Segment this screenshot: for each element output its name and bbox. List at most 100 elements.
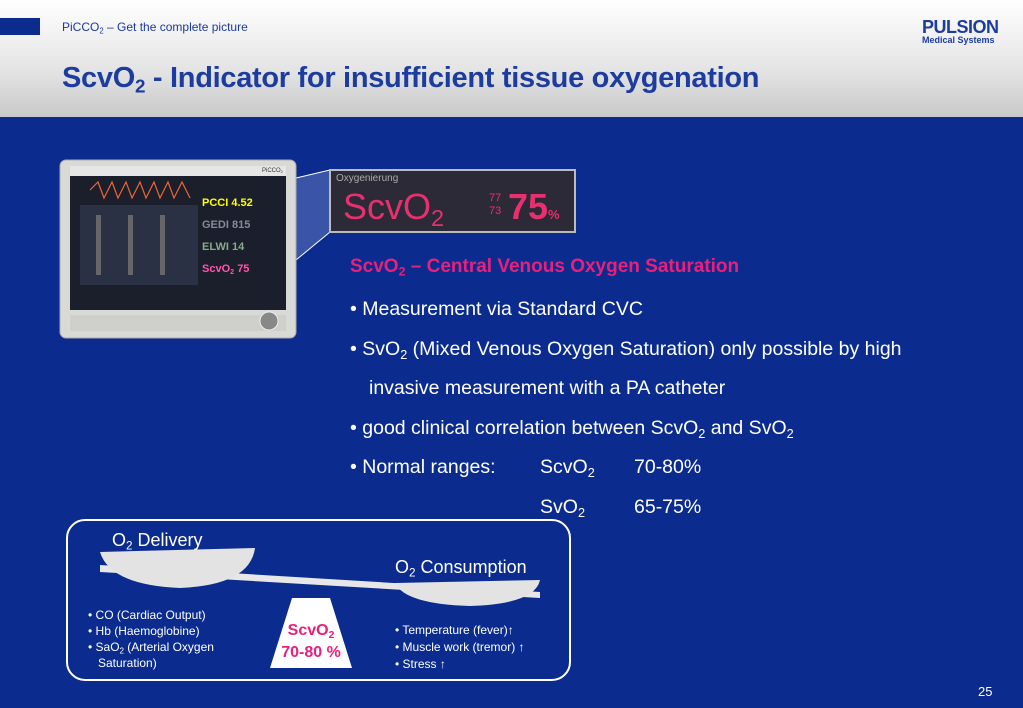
text: ELWI [202,241,229,253]
text: (Mixed Venous Oxygen Saturation) only po… [369,337,902,400]
text: ScvO [540,456,588,478]
delivery-factors: • CO (Cardiac Output) • Hb (Haemoglobine… [88,607,228,671]
header-square [0,18,40,35]
element: ScvO2 70-80% [540,448,701,488]
element: • Normal ranges: [350,456,496,478]
text: SaO [95,640,120,654]
consumption-label: O2 Consumption [395,557,527,580]
inset-param: ScvO2 [343,186,445,232]
text: ScvO [350,256,399,277]
inset-value: 75% [508,186,560,228]
logo-name: PULSION [922,17,999,37]
element: ScvO2 [540,448,634,488]
content-heading: ScvO2 – Central Venous Oxygen Saturation [350,256,739,278]
monitor-topbar [70,166,286,176]
text: and SvO [705,416,787,439]
element: • Measurement via Standard CVC [350,298,643,320]
element: ScvO2 75 [202,258,253,280]
text: good clinical correlation between ScvO [362,416,699,439]
logo: PULSION Medical Systems [922,18,999,45]
callout [295,169,331,262]
element: GEDI 815 [202,214,253,236]
text: 2 [409,566,416,580]
title: ScvO2 - Indicator for insufficient tissu… [62,62,760,97]
text: Muscle work (tremor) ↑ [402,640,525,654]
text: PiCCO [262,168,281,174]
text: Normal ranges: [362,456,496,478]
bar-icon [128,215,133,275]
text: Stress ↑ [402,657,446,671]
element: • Temperature (fever)↑ [395,623,514,637]
text: (Arterial Oxygen Saturation) [98,640,214,670]
text: % [548,207,560,222]
text: CO (Cardiac Output) [95,608,206,622]
inset-box [329,169,576,233]
text: 2 [134,75,146,97]
text: – Get the complete picture [103,20,248,34]
text: PCCI [202,197,229,209]
text: 65-75% [634,495,702,518]
text: Temperature (fever)↑ [402,623,514,637]
text: 2 [126,539,133,553]
text: Delivery [132,530,203,550]
fulcrum [270,598,352,668]
inset-label: Oxygenierung [336,173,399,184]
text: 75 [508,186,549,227]
ranges: ScvO2 70-80% SvO2 65-75% [540,448,701,527]
element: PCCI 4.52 [202,192,253,214]
text: O [395,557,410,577]
text: - Indicator for insufficient tissue oxyg… [145,62,760,94]
text: ScvO [62,62,135,94]
text: 2 [587,465,595,480]
text: 2 [698,426,706,441]
text: 2 [786,426,794,441]
text: ScvO [202,263,231,275]
element: SvO2 65-75% [540,488,701,528]
text: 2 [431,205,445,232]
page-number: 25 [978,684,993,699]
element: ScvO2 [270,620,352,642]
monitor-buttons [70,315,286,331]
text: SvO [362,337,401,360]
element: • SaO2 (Arterial Oxygen Saturation) [88,640,214,670]
waveform [89,180,191,200]
element: • CO (Cardiac Output) [88,608,206,622]
text: ScvO [343,186,432,227]
text: 77 [489,192,502,204]
element: ELWI 14 [202,236,253,258]
text: 2 [119,646,124,656]
diagram-frame [66,519,571,681]
text: Hb (Haemoglobine) [95,624,200,638]
text: ScvO [287,622,329,639]
monitor-knob [259,311,279,331]
text: Consumption [415,557,527,577]
text: 4.52 [231,197,253,209]
text: 2 [398,264,406,279]
element: • Stress ↑ [395,657,446,671]
text: 2 [400,347,408,362]
text: GEDI [202,219,229,231]
text: 2 [230,268,235,277]
bar-icon [96,215,101,275]
element: • Muscle work (tremor) ↑ [395,640,525,654]
logo-sub: Medical Systems [922,35,995,45]
delivery-bowl [100,548,255,588]
text: 75 [237,263,250,275]
consumption-bowl [395,580,540,606]
text: – Central Venous Oxygen Saturation [405,256,740,277]
text: 815 [231,219,251,231]
element: SvO2 [540,488,634,528]
element: • SvO2 (Mixed Venous Oxygen Saturation) … [350,337,902,400]
tagline: PiCCO2 – Get the complete picture [62,20,248,35]
fulcrum-text: ScvO2 70-80 % [270,620,352,664]
monitor-params: PCCI 4.52 GEDI 815 ELWI 14 ScvO2 75 [202,192,253,280]
text: 14 [231,241,245,253]
text: 2 [280,169,283,175]
text: 2 [328,630,335,642]
text: 70-80 % [281,644,341,661]
text: 70-80% [634,456,702,478]
inset-small: 77 73 [489,192,501,218]
consumption-factors: • Temperature (fever)↑ • Muscle work (tr… [395,622,525,673]
bar-icon [160,215,165,275]
